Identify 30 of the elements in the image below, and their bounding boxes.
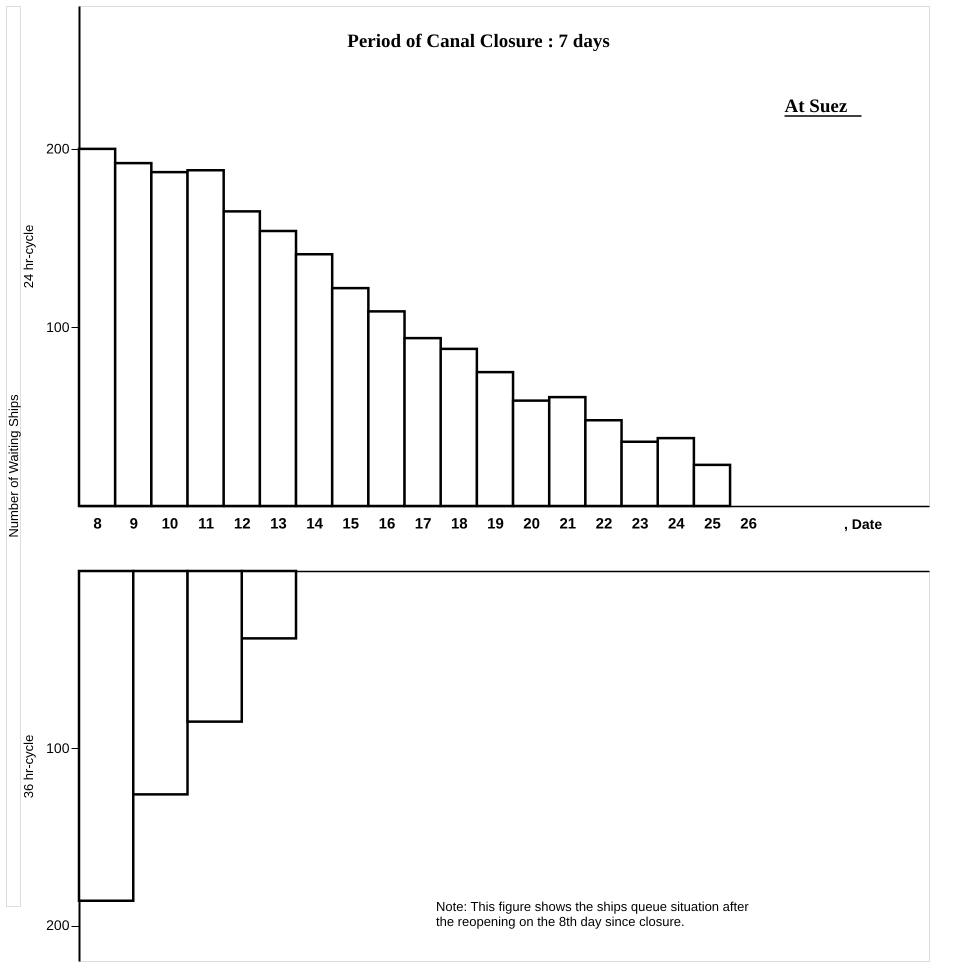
x-tick-label: 15 (342, 516, 360, 532)
y-axis-title: 24 hr-cycle (21, 224, 36, 288)
x-tick-label: 10 (162, 516, 178, 532)
x-tick-label: 9 (130, 516, 138, 532)
y-tick-label: 100 (46, 740, 70, 756)
y-tick-label: 200 (46, 140, 70, 156)
x-tick-label: 17 (414, 516, 432, 532)
x-tick-label: 18 (450, 516, 468, 532)
x-tick-label: 14 (306, 516, 324, 532)
y-tick-label: 100 (46, 318, 70, 335)
x-tick-label: 26 (740, 516, 757, 532)
x-tick-label: 22 (596, 516, 612, 532)
y-tick-label: 200 (46, 917, 70, 934)
annotation: At Suez (784, 96, 848, 117)
text: Number of Waiting Ships (6, 394, 21, 538)
x-tick-label: 21 (559, 516, 576, 532)
x-tick-label: 19 (487, 516, 504, 532)
x-tick-label: 12 (234, 516, 251, 532)
x-tick-label: 24 (668, 516, 686, 532)
x-tick-label: 13 (270, 516, 287, 532)
x-tick-label: 23 (632, 516, 648, 532)
y-axis-title: 36 hr-cycle (21, 734, 36, 798)
x-tick-label: 25 (704, 516, 721, 532)
annotation: Note: This figure shows the ships queue situation after the reopening on the 8th day since closure. (436, 899, 750, 929)
x-tick-label: 11 (198, 516, 214, 532)
x-axis-title: , Date (844, 516, 882, 532)
x-tick-label: 16 (378, 516, 396, 532)
text: Period of Canal Closure : 7 days (347, 31, 610, 52)
x-tick-label: 20 (523, 516, 540, 532)
x-tick-label: 8 (93, 516, 102, 532)
